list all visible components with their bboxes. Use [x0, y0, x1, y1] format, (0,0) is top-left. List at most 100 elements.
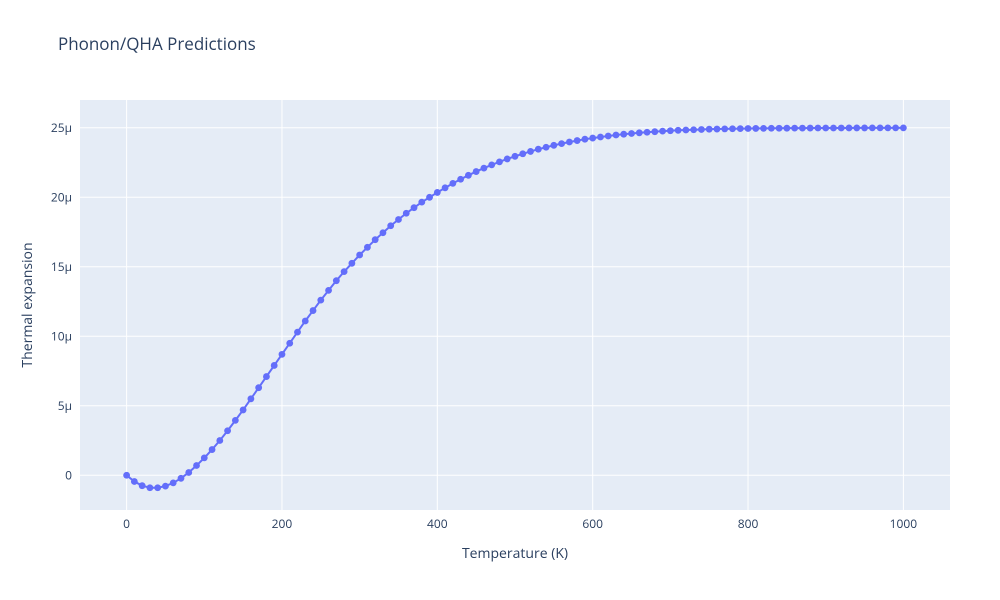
- x-tick-label: 800: [738, 515, 759, 532]
- data-marker: [224, 427, 231, 434]
- data-marker: [310, 307, 317, 314]
- y-tick-label: 5μ: [58, 397, 72, 414]
- data-marker: [613, 132, 620, 139]
- data-marker: [651, 128, 658, 135]
- data-marker: [147, 484, 154, 491]
- data-marker: [682, 127, 689, 134]
- data-marker: [325, 287, 332, 294]
- data-marker: [830, 125, 837, 132]
- data-marker: [721, 126, 728, 133]
- data-marker: [714, 126, 721, 133]
- data-marker: [597, 134, 604, 141]
- y-tick-label: 15μ: [51, 258, 72, 275]
- data-marker: [473, 168, 480, 175]
- data-marker: [418, 199, 425, 206]
- data-marker: [589, 135, 596, 142]
- data-marker: [574, 137, 581, 144]
- data-marker: [185, 469, 192, 476]
- data-marker: [628, 130, 635, 137]
- x-tick-label: 600: [582, 515, 603, 532]
- data-marker: [729, 125, 736, 132]
- data-marker: [807, 125, 814, 132]
- data-marker: [131, 478, 138, 485]
- data-marker: [279, 351, 286, 358]
- data-marker: [465, 172, 472, 179]
- y-tick-label: 25μ: [51, 119, 72, 136]
- data-marker: [139, 482, 146, 489]
- data-marker: [582, 136, 589, 143]
- y-axis-label: Thermal expansion: [18, 242, 37, 367]
- data-marker: [760, 125, 767, 132]
- x-tick-label: 400: [427, 515, 448, 532]
- data-marker: [209, 446, 216, 453]
- data-marker: [558, 140, 565, 147]
- data-marker: [193, 462, 200, 469]
- data-marker: [667, 127, 674, 134]
- data-marker: [822, 125, 829, 132]
- data-marker: [154, 484, 161, 491]
- data-marker: [247, 395, 254, 402]
- data-marker: [434, 189, 441, 196]
- data-marker: [675, 127, 682, 134]
- data-marker: [752, 125, 759, 132]
- data-marker: [348, 260, 355, 267]
- data-marker: [690, 126, 697, 133]
- data-marker: [426, 194, 433, 201]
- data-marker: [380, 229, 387, 236]
- data-marker: [745, 125, 752, 132]
- data-marker: [768, 125, 775, 132]
- data-marker: [341, 268, 348, 275]
- data-marker: [178, 475, 185, 482]
- data-marker: [449, 180, 456, 187]
- data-marker: [201, 454, 208, 461]
- y-tick-label: 10μ: [51, 327, 72, 344]
- data-marker: [395, 216, 402, 223]
- data-marker: [496, 158, 503, 165]
- data-marker: [776, 125, 783, 132]
- data-marker: [123, 472, 130, 479]
- data-marker: [706, 126, 713, 133]
- data-marker: [892, 124, 899, 131]
- data-marker: [783, 125, 790, 132]
- data-marker: [791, 125, 798, 132]
- data-marker: [294, 329, 301, 336]
- data-marker: [838, 125, 845, 132]
- data-marker: [372, 236, 379, 243]
- data-marker: [815, 125, 822, 132]
- x-axis-label: Temperature (K): [462, 544, 568, 563]
- data-marker: [286, 340, 293, 347]
- data-marker: [387, 222, 394, 229]
- data-marker: [504, 156, 511, 163]
- data-marker: [512, 153, 519, 160]
- data-marker: [566, 139, 573, 146]
- chart-container: Phonon/QHA Predictions 02004006008001000…: [0, 0, 1000, 600]
- data-marker: [216, 437, 223, 444]
- data-marker: [403, 210, 410, 217]
- data-marker: [302, 318, 309, 325]
- data-marker: [900, 124, 907, 131]
- data-marker: [263, 373, 270, 380]
- data-marker: [519, 150, 526, 157]
- data-marker: [884, 124, 891, 131]
- y-tick-label: 0: [65, 466, 72, 483]
- data-marker: [620, 131, 627, 138]
- thermal-expansion-chart: 0200400600800100005μ10μ15μ20μ25μTemperat…: [0, 0, 1000, 600]
- data-marker: [550, 142, 557, 149]
- data-marker: [170, 479, 177, 486]
- x-tick-label: 0: [123, 515, 130, 532]
- data-marker: [644, 129, 651, 136]
- data-marker: [737, 125, 744, 132]
- data-marker: [364, 244, 371, 251]
- data-marker: [333, 277, 340, 284]
- data-marker: [543, 144, 550, 151]
- x-tick-label: 1000: [890, 515, 918, 532]
- data-marker: [488, 162, 495, 169]
- data-marker: [481, 165, 488, 172]
- data-marker: [846, 125, 853, 132]
- data-marker: [636, 129, 643, 136]
- data-marker: [442, 184, 449, 191]
- data-marker: [232, 417, 239, 424]
- data-marker: [799, 125, 806, 132]
- data-marker: [240, 407, 247, 414]
- data-marker: [457, 176, 464, 183]
